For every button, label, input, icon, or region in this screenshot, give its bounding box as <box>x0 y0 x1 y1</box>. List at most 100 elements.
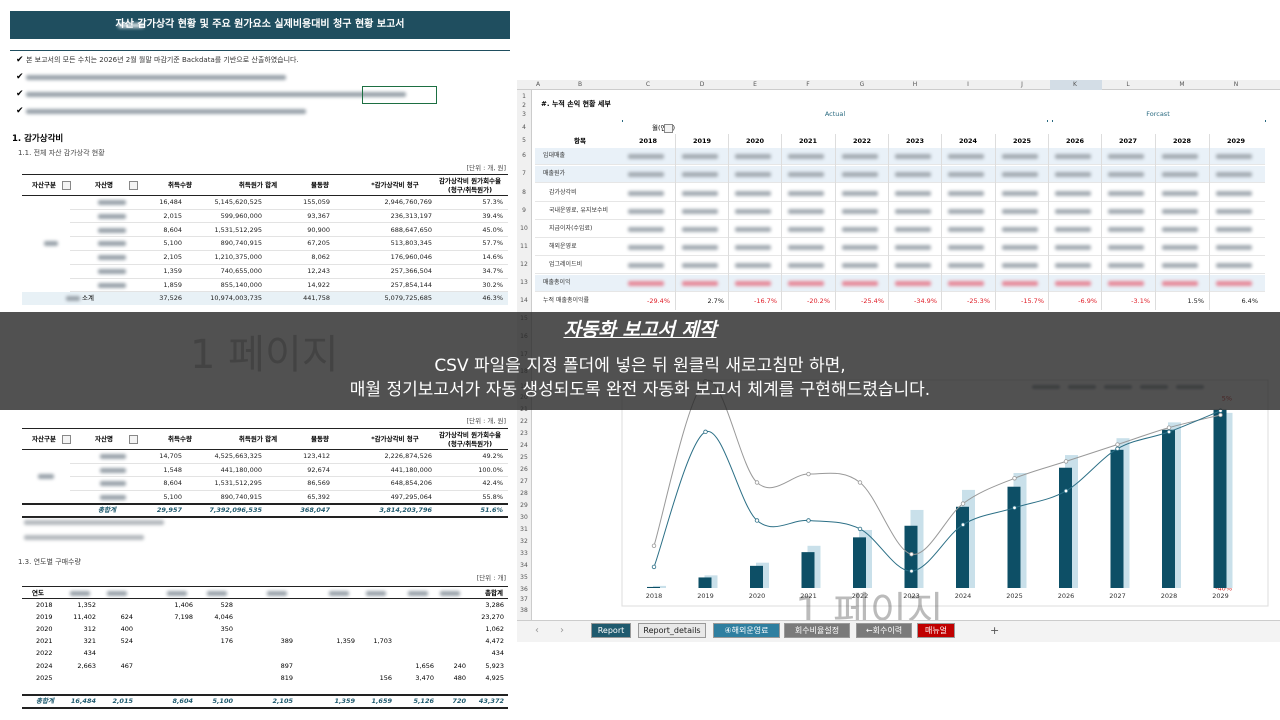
table-cell: 5,100 <box>163 492 182 501</box>
row-line <box>535 164 1265 165</box>
column-header: *감가상각비 청구 <box>371 181 419 189</box>
blurred-text <box>842 245 878 250</box>
bar <box>1059 467 1072 588</box>
table-cell: 441,180,000 <box>220 465 262 474</box>
filter-button <box>129 435 138 444</box>
row-label: 감가상각비 <box>549 189 577 196</box>
table-cell: 855,140,000 <box>220 280 262 289</box>
blurred-text <box>735 227 771 232</box>
table-cell: 92,674 <box>307 465 330 474</box>
table-cell: 513,803,345 <box>390 239 432 248</box>
blurred-text <box>26 75 286 80</box>
blurred-text <box>682 172 718 177</box>
table-cell: 45.0% <box>482 225 503 234</box>
margin-value: 2.7% <box>707 297 724 305</box>
margin-value: -25.4% <box>861 297 884 305</box>
table-cell: 67,205 <box>307 239 330 248</box>
table-cell: 441,758 <box>303 294 330 302</box>
bar <box>1007 486 1021 588</box>
year-header: 2018 <box>638 137 658 145</box>
blurred-text <box>100 454 126 459</box>
line-point <box>1218 412 1223 418</box>
sheet-tab[interactable]: ④해외운영료 <box>713 623 780 638</box>
table-cell: 1,659 <box>371 697 392 705</box>
sheet-tab[interactable]: Report_details <box>638 623 706 638</box>
x-tick-label: 2021 <box>800 592 817 600</box>
bar <box>698 577 712 588</box>
blurred-text <box>948 263 984 268</box>
blurred-text <box>735 154 771 159</box>
blurred-text <box>70 591 90 596</box>
blurred-text <box>1108 263 1144 268</box>
banner <box>0 312 1280 410</box>
table-cell: 5,079,725,685 <box>384 294 432 302</box>
column-line <box>728 134 729 310</box>
column-line <box>1155 134 1156 310</box>
row-line <box>535 273 1265 274</box>
blurred-text <box>24 535 144 540</box>
column-line <box>835 134 836 310</box>
row-line <box>535 201 1265 202</box>
row-number: 10 <box>520 225 528 232</box>
table-cell: 소계 <box>82 294 94 302</box>
blurred-text <box>1162 281 1198 286</box>
blurred-text <box>788 281 824 286</box>
sheet-tab[interactable]: 회수비율설정 <box>784 623 850 638</box>
column-bar <box>517 80 1280 90</box>
table-cell: 5,126 <box>413 697 434 705</box>
blurred-text <box>842 209 878 214</box>
column-letter: H <box>912 81 918 88</box>
sheet-tab[interactable]: ←회수이력 <box>856 623 912 638</box>
row-line <box>535 219 1265 220</box>
column-letter: G <box>859 81 865 88</box>
table-cell: 2021 <box>36 637 53 646</box>
x-tick-label: 2022 <box>852 592 869 600</box>
table-cell: 441,180,000 <box>390 465 432 474</box>
sheet-tab[interactable]: 매뉴얼 <box>917 623 955 638</box>
blurred-text <box>628 154 664 159</box>
column-letter: F <box>806 81 810 88</box>
line-point <box>1166 425 1172 430</box>
blurred-text <box>1055 281 1091 286</box>
table-cell: 93,367 <box>307 211 330 220</box>
blurred-text <box>1002 263 1038 268</box>
blurred-text <box>628 281 664 286</box>
row-label: 업그레이드비 <box>549 261 583 268</box>
column-line <box>1101 134 1102 310</box>
table-cell: 42.4% <box>482 479 503 488</box>
blurred-text <box>100 467 126 473</box>
sheet-tab[interactable]: Report <box>591 623 631 638</box>
blurred-text <box>735 281 771 286</box>
blurred-text <box>1216 263 1252 268</box>
table-cell: 1,656 <box>415 661 434 670</box>
table-cell: 1,531,512,295 <box>214 225 262 234</box>
table-cell: 총합계 <box>98 506 116 514</box>
blurred-text <box>1055 227 1091 232</box>
table-cell: 8,062 <box>311 253 330 262</box>
add-sheet[interactable]: + <box>990 624 1000 637</box>
table-cell: 4,525,663,325 <box>214 452 262 460</box>
blurred-text <box>1162 227 1198 232</box>
table-cell: 39.4% <box>482 211 503 220</box>
line-point <box>909 552 914 557</box>
table-cell: 2019 <box>36 613 53 622</box>
year-header: 2025 <box>1012 137 1032 145</box>
blurred-text <box>1002 154 1038 159</box>
column-line <box>1209 134 1210 310</box>
check: ✔ <box>16 89 24 99</box>
table-cell: 155,059 <box>303 198 330 206</box>
column-letter: E <box>753 81 757 88</box>
total-line <box>22 707 508 709</box>
total-line <box>22 516 508 518</box>
column-letter: I <box>967 81 969 88</box>
blurred-text <box>167 591 187 596</box>
line-point <box>909 568 914 574</box>
blurred-text <box>628 209 664 214</box>
row-number: 28 <box>520 490 528 497</box>
table-cell: 37,526 <box>159 294 182 302</box>
blurred-text <box>98 282 126 288</box>
x-tick-label: 2023 <box>903 592 920 600</box>
table-cell: 1,359 <box>163 267 182 275</box>
column-header: 자산구분 <box>32 435 56 443</box>
table-cell: 368,047 <box>300 506 330 514</box>
